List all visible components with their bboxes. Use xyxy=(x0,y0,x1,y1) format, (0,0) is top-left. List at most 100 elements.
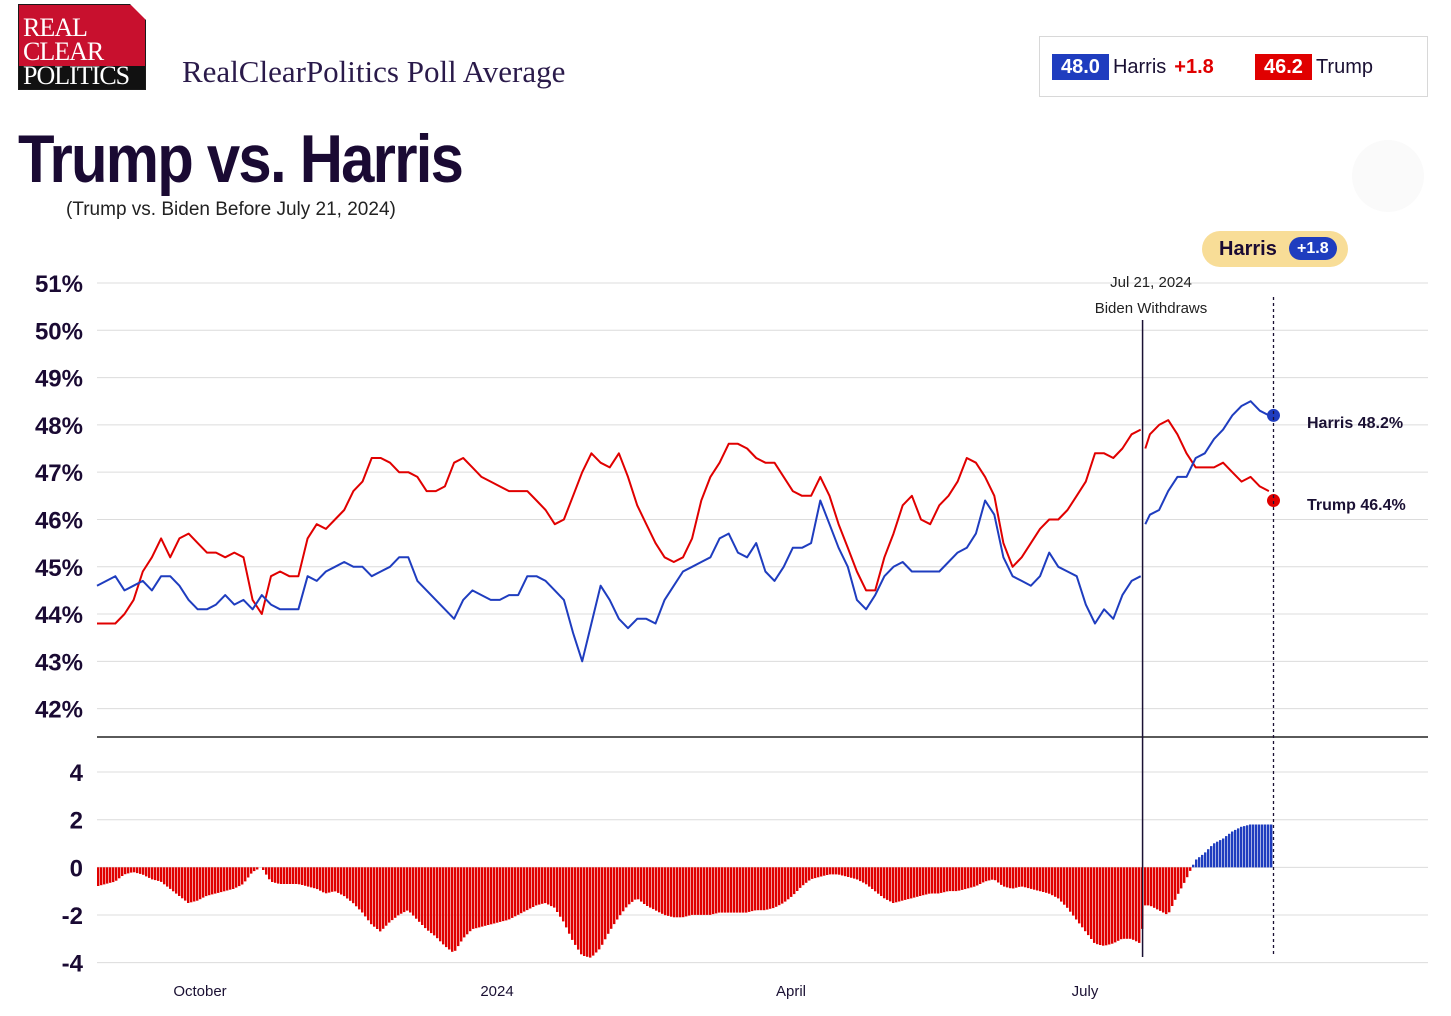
spread-bar xyxy=(406,867,409,911)
y-tick-label: 45% xyxy=(35,555,83,582)
spread-bar xyxy=(175,867,178,894)
spread-bar xyxy=(754,867,757,911)
spread-bar xyxy=(1183,867,1186,883)
spread-bar xyxy=(1225,836,1228,868)
spread-bar xyxy=(1204,852,1207,868)
spread-bar xyxy=(1033,867,1036,890)
spread-bar xyxy=(367,867,370,921)
spread-bar xyxy=(1198,857,1201,868)
spread-bar xyxy=(346,867,349,899)
spread-bar xyxy=(940,867,943,893)
spread-bar xyxy=(385,867,388,926)
spread-bar xyxy=(1207,849,1210,868)
spread-bar xyxy=(871,867,874,889)
spread-bar xyxy=(1261,824,1264,868)
rcp-logo[interactable]: REAL CLEAR POLITICS xyxy=(18,4,146,90)
spread-bar xyxy=(607,867,610,934)
spread-bar xyxy=(1120,867,1123,940)
spread-bar xyxy=(739,867,742,913)
spread-bar xyxy=(1123,867,1126,939)
spread-bar xyxy=(1081,867,1084,928)
spread-bar xyxy=(904,867,907,900)
y-tick-label: 51% xyxy=(35,271,83,298)
spread-bar xyxy=(1111,867,1114,944)
spread-bar xyxy=(820,867,823,877)
spread-bar xyxy=(247,867,250,878)
spread-bar xyxy=(745,867,748,913)
spread-bar xyxy=(697,867,700,915)
spread-bar xyxy=(757,867,760,911)
legend-box: 48.0 Harris +1.8 46.2 Trump xyxy=(1039,36,1428,97)
spread-bar xyxy=(793,867,796,895)
y-tick-label: 47% xyxy=(35,460,83,487)
y-tick-label: 50% xyxy=(35,318,83,345)
spread-bar xyxy=(874,867,877,892)
spread-bar xyxy=(589,867,592,958)
spread-bar xyxy=(103,867,106,885)
logo-line-2: CLEAR xyxy=(23,37,104,66)
x-tick-label: July xyxy=(1072,983,1099,1000)
spread-bar xyxy=(823,867,826,876)
spread-bar xyxy=(1024,867,1027,888)
spread-bar xyxy=(295,867,298,884)
spread-bar xyxy=(394,867,397,918)
spread-bar xyxy=(1219,840,1222,868)
spread-bar xyxy=(208,867,211,896)
harris-end-label: Harris 48.2% xyxy=(1307,415,1403,432)
spread-bar xyxy=(682,867,685,918)
spread-bar xyxy=(889,867,892,902)
spread-bar xyxy=(862,867,865,883)
spread-bar xyxy=(412,867,415,916)
y-tick-label: 46% xyxy=(35,507,83,534)
spread-bar xyxy=(187,867,190,903)
spread-bar xyxy=(658,867,661,913)
spread-bar xyxy=(214,867,217,894)
spread-bar xyxy=(568,867,571,934)
spread-bar xyxy=(1099,867,1102,945)
spread-bar xyxy=(541,867,544,904)
spread-bar xyxy=(562,867,565,922)
spread-bar xyxy=(610,867,613,929)
spread-bar xyxy=(490,867,493,925)
spread-bar xyxy=(469,867,472,932)
spread-bar xyxy=(637,867,640,900)
spread-bar xyxy=(580,867,583,955)
spread-bar xyxy=(907,867,910,900)
spread-bar xyxy=(1036,867,1039,891)
spread-bar xyxy=(709,867,712,915)
spread-bar xyxy=(106,867,109,884)
logo-band xyxy=(19,66,145,89)
spread-bar xyxy=(148,867,151,878)
spread-bar xyxy=(226,867,229,891)
spread-bar xyxy=(442,867,445,945)
y-tick-label: 49% xyxy=(35,366,83,393)
spread-bar xyxy=(484,867,487,926)
leader-pill[interactable]: Harris +1.8 xyxy=(1202,231,1348,267)
spread-bar xyxy=(670,867,673,917)
spread-bar xyxy=(502,867,505,922)
spread-bar xyxy=(1051,867,1054,896)
spread-bar xyxy=(628,867,631,905)
spread-bar xyxy=(784,867,787,902)
spread-bar xyxy=(931,867,934,894)
spread-bar xyxy=(499,867,502,922)
spread-bar xyxy=(799,867,802,888)
spread-bar xyxy=(1159,867,1162,911)
spread-bar xyxy=(958,867,961,891)
spread-bar xyxy=(301,867,304,885)
harris-line xyxy=(96,499,1142,663)
spread-bar xyxy=(1003,867,1006,887)
spread-bar xyxy=(337,867,340,893)
spread-bar xyxy=(418,867,421,922)
spread-bar xyxy=(742,867,745,913)
spread-bar xyxy=(553,867,556,908)
spread-bar xyxy=(514,867,517,917)
spread-bar xyxy=(313,867,316,889)
spread-bar xyxy=(1126,867,1129,939)
leader-name: Harris xyxy=(1219,238,1277,260)
spread-bar xyxy=(1057,867,1060,899)
spread-bar xyxy=(943,867,946,893)
spread-bar xyxy=(109,867,112,883)
logo-line-1: REAL xyxy=(23,13,88,42)
y-tick-label: 42% xyxy=(35,697,83,724)
